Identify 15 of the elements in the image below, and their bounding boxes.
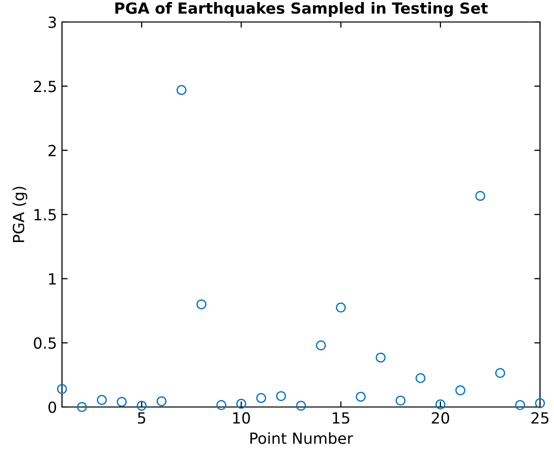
x-tick-label: 5 bbox=[138, 412, 146, 424]
y-tick-label: 3 bbox=[48, 16, 56, 28]
y-tick-label: 0.5 bbox=[34, 337, 56, 349]
y-axis-title: PGA (g) bbox=[12, 186, 28, 242]
y-tick-label: 0 bbox=[48, 401, 56, 414]
x-tick-label: 10 bbox=[233, 412, 250, 424]
y-tick-label: 1 bbox=[49, 273, 56, 284]
y-tick-label: 1.5 bbox=[34, 209, 56, 221]
x-tick-label: 20 bbox=[432, 412, 450, 424]
x-tick-label: 25 bbox=[531, 412, 548, 424]
y-tick-label: 2 bbox=[48, 144, 56, 156]
x-tick-label: 15 bbox=[332, 412, 350, 424]
x-axis-title: Point Number bbox=[250, 432, 354, 444]
y-tick-label: 2.5 bbox=[34, 80, 56, 92]
chart-title: PGA of Earthquakes Sampled in Testing Set bbox=[115, 2, 488, 17]
